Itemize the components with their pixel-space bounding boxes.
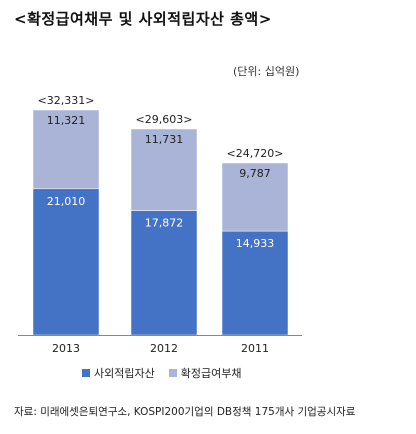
labels-group: 21,010 11,321 <32,331> 2013 17,872 11,731 <29,…	[38, 94, 284, 355]
source-note: 자료: 미래에셋은퇴연구소, KOSPI200기업의 DB정책 175개사 기업…	[14, 406, 356, 418]
value-label-obligation-2011: 9,787	[239, 167, 271, 180]
value-label-plan-assets-2012: 17,872	[145, 217, 184, 230]
chart-title: <확정급여채무 및 사외적립자산 총액>	[14, 10, 272, 28]
legend-swatch-plan-assets	[82, 369, 90, 377]
x-tick-label-2013: 2013	[52, 342, 80, 355]
total-label-2011: <24,720>	[227, 147, 284, 160]
bar-plan-assets-2013	[32, 188, 100, 336]
value-label-plan-assets-2011: 14,933	[236, 237, 275, 250]
bar-plan-assets-2012	[130, 210, 198, 336]
value-label-obligation-2012: 11,731	[145, 133, 184, 146]
bar-obligation-2012	[130, 128, 198, 211]
legend-item-obligation: 확정급여부채	[168, 365, 242, 381]
legend-label-plan-assets: 사외적립자산	[94, 367, 155, 380]
bar-obligation-2011	[221, 162, 289, 232]
total-label-2012: <29,603>	[136, 113, 193, 126]
legend-label-obligation: 확정급여부채	[180, 367, 242, 380]
value-label-obligation-2013: 11,321	[47, 114, 86, 127]
legend-swatch-obligation	[168, 369, 177, 377]
total-label-2013: <32,331>	[38, 94, 95, 107]
legend-item-plan-assets: 사외적립자산	[82, 365, 155, 381]
value-label-plan-assets-2013: 21,010	[47, 195, 86, 208]
x-tick-label-2012: 2012	[150, 342, 178, 355]
legend: 사외적립자산 확정급여부채	[82, 365, 241, 381]
bar-obligation-2013	[32, 109, 100, 190]
bars-group	[32, 109, 289, 336]
x-tick-label-2011: 2011	[241, 342, 269, 355]
unit-note: (단위: 십억원)	[233, 65, 300, 78]
